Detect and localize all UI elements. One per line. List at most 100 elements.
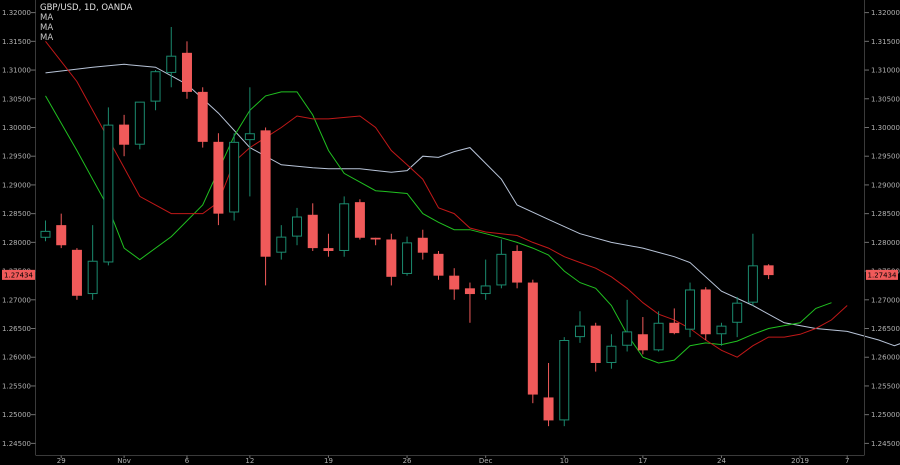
candle-body	[574, 325, 585, 338]
x-tick-label: 17	[638, 457, 647, 465]
candle-body	[370, 237, 381, 240]
y-tick-label-left: 1.29500	[2, 153, 31, 161]
ma-line-1	[45, 63, 900, 347]
candle	[40, 220, 51, 242]
candle	[56, 213, 67, 249]
candle	[213, 133, 224, 226]
candle	[700, 287, 711, 340]
indicator-ma-2[interactable]: MA	[40, 23, 54, 33]
candle-body	[464, 288, 475, 295]
candle-body	[653, 322, 664, 351]
candle-body	[496, 253, 507, 286]
ma-line-2	[45, 91, 832, 364]
symbol-source: OANDA	[101, 3, 133, 13]
candle-body	[732, 302, 743, 323]
candle	[574, 311, 585, 343]
candle-body	[669, 322, 680, 334]
candle	[543, 362, 554, 427]
candle-body	[166, 55, 177, 73]
y-tick-label-left: 1.30000	[2, 124, 31, 132]
indicator-ma-3[interactable]: MA	[40, 33, 54, 43]
candle	[590, 322, 601, 372]
candle-body	[276, 236, 287, 253]
candle-body	[181, 52, 192, 92]
candle	[87, 225, 98, 300]
candle	[197, 87, 208, 148]
y-tick-label-right: 1.26000	[871, 354, 900, 362]
candle	[119, 114, 130, 157]
candle	[276, 225, 287, 260]
candle-body	[685, 289, 696, 330]
x-tick-label: 10	[560, 457, 569, 465]
candle	[181, 41, 192, 99]
price-tag-box	[2, 269, 35, 280]
candle	[449, 268, 460, 300]
candle	[480, 259, 491, 300]
candle	[292, 207, 303, 246]
candle-body	[763, 265, 774, 276]
y-tick-label-right: 1.25500	[871, 382, 900, 390]
y-tick-label-left: 1.28500	[2, 210, 31, 218]
candle	[71, 248, 82, 300]
candle-body	[700, 289, 711, 335]
ma-line-3	[45, 40, 848, 358]
candle	[307, 203, 318, 251]
candle	[527, 279, 538, 404]
candle-body	[134, 101, 145, 145]
price-tag-label: 1.27434	[4, 271, 33, 279]
x-tick-label: 12	[245, 457, 254, 465]
y-tick-label-right: 1.31000	[871, 67, 900, 75]
candle-body	[543, 397, 554, 421]
price-axis-left[interactable]: 1.32000 1.31500 1.31000 1.30500 1.30000 1.295…	[2, 0, 36, 455]
y-tick-label-left: 1.26500	[2, 325, 31, 333]
price-axis-right[interactable]: 1.32000 1.31500 1.31000 1.30500 1.30000 1.295…	[864, 0, 900, 455]
x-tick-label: Nov	[117, 457, 131, 465]
y-tick-label-right: 1.26500	[871, 325, 900, 333]
y-tick-label-right: 1.25000	[871, 411, 900, 419]
candle-body	[354, 202, 365, 238]
y-tick-label-right: 1.28500	[871, 210, 900, 218]
candle	[370, 237, 381, 246]
candle	[732, 296, 743, 338]
candle-body	[433, 253, 444, 276]
candle	[685, 282, 696, 338]
y-tick-label-left: 1.27000	[2, 296, 31, 304]
candle-body	[87, 260, 98, 295]
candle-body	[40, 230, 51, 238]
symbol-line[interactable]: GBP/USD, 1D, OANDA	[40, 3, 133, 13]
y-tick-label-right: 1.27000	[871, 296, 900, 304]
candle-body	[637, 334, 648, 351]
y-tick-label-left: 1.26000	[2, 354, 31, 362]
candle	[260, 127, 271, 286]
candle-body	[150, 71, 161, 102]
symbol-name: GBP/USD	[40, 3, 79, 13]
candle-body	[244, 133, 255, 141]
candles	[40, 26, 774, 427]
candle-body	[260, 130, 271, 257]
candle	[637, 317, 648, 355]
candle-body	[197, 91, 208, 142]
candle	[166, 26, 177, 88]
y-tick-label-left: 1.31500	[2, 38, 31, 46]
y-tick-label-right: 1.32000	[871, 9, 900, 17]
candle	[386, 233, 397, 286]
time-axis[interactable]: 29Nov6121926Dec1017242019714	[35, 455, 900, 465]
candle	[512, 245, 523, 289]
candle-body	[56, 225, 67, 246]
y-tick-label-left: 1.28000	[2, 239, 31, 247]
candle	[716, 322, 727, 346]
y-tick-label-left: 1.32000	[2, 9, 31, 17]
candle	[244, 87, 255, 197]
candle-body	[417, 237, 428, 253]
x-tick-label: 2019	[791, 457, 809, 465]
x-tick-label: 29	[57, 457, 66, 465]
price-tag-box	[866, 269, 898, 280]
candle	[354, 199, 365, 240]
symbol-interval: 1D	[83, 3, 96, 13]
candle	[669, 308, 680, 335]
candle-body	[559, 340, 570, 421]
y-tick-label-right: 1.24500	[871, 440, 900, 448]
candle-body	[386, 239, 397, 277]
indicator-ma-1[interactable]: MA	[40, 13, 54, 23]
